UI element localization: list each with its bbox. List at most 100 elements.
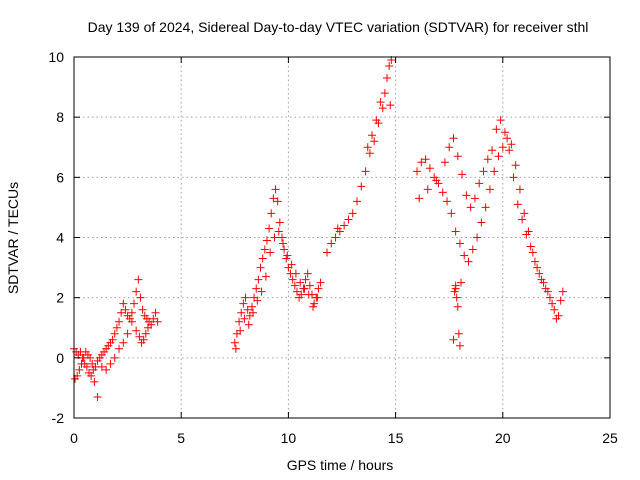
data-point (539, 278, 548, 287)
data-point (309, 302, 318, 311)
data-point (513, 200, 522, 209)
data-point (365, 149, 374, 158)
data-point (258, 254, 267, 263)
data-point (275, 218, 284, 227)
data-point (449, 335, 458, 344)
data-point (117, 308, 126, 317)
data-point (445, 143, 454, 152)
x-tick-label: 0 (70, 430, 78, 446)
data-point (552, 314, 561, 323)
data-point (507, 140, 516, 149)
y-tick-label: 0 (56, 350, 64, 366)
data-point (112, 323, 121, 332)
data-point (520, 209, 529, 218)
data-point (313, 293, 322, 302)
data-point (136, 293, 145, 302)
data-point (511, 161, 520, 170)
data-point (287, 260, 296, 269)
data-point (230, 338, 239, 347)
data-point (370, 137, 379, 146)
data-point (456, 278, 465, 287)
data-point (260, 245, 269, 254)
x-tick-label: 25 (602, 430, 618, 446)
data-point (438, 188, 447, 197)
x-axis-label: GPS time / hours (287, 457, 394, 473)
data-point (505, 146, 514, 155)
x-tick-label: 5 (177, 430, 185, 446)
data-point (494, 152, 503, 161)
data-point (301, 275, 310, 284)
data-point (297, 290, 306, 299)
data-points (70, 56, 567, 401)
data-point (483, 155, 492, 164)
data-point (453, 152, 462, 161)
data-point (443, 197, 452, 206)
data-point (492, 125, 501, 134)
data-point (138, 305, 147, 314)
data-point (363, 143, 372, 152)
data-point (528, 248, 537, 257)
data-point (490, 167, 499, 176)
y-tick-label: 4 (56, 230, 64, 246)
data-point (545, 293, 554, 302)
data-point (378, 104, 387, 113)
data-point (130, 299, 139, 308)
data-point (455, 341, 464, 350)
data-point (473, 233, 482, 242)
data-point (331, 233, 340, 242)
data-point (452, 293, 461, 302)
data-point (432, 176, 441, 185)
data-point (322, 248, 331, 257)
data-point (423, 185, 432, 194)
data-point (134, 275, 143, 284)
data-point (558, 287, 567, 296)
data-point (290, 281, 299, 290)
y-axis-label: SDTVAR / TECUs (5, 182, 21, 294)
data-point (305, 281, 314, 290)
data-point (236, 326, 245, 335)
data-point (543, 287, 552, 296)
data-point (453, 302, 462, 311)
data-point (277, 233, 286, 242)
data-point (97, 362, 106, 371)
data-point (454, 329, 463, 338)
data-point (237, 308, 246, 317)
data-point (361, 167, 370, 176)
data-point (450, 287, 459, 296)
data-point (241, 293, 250, 302)
data-point (421, 155, 430, 164)
data-point (413, 167, 422, 176)
y-tick-label: 8 (56, 109, 64, 125)
data-point (270, 233, 279, 242)
data-point (300, 284, 309, 293)
x-tick-label: 20 (495, 430, 511, 446)
data-point (383, 74, 392, 83)
data-point (262, 236, 271, 245)
data-point (386, 101, 395, 110)
data-point (110, 329, 119, 338)
data-point (247, 302, 256, 311)
data-point (257, 287, 266, 296)
data-point (267, 209, 276, 218)
grid (74, 57, 610, 418)
data-point (115, 344, 124, 353)
data-point (470, 194, 479, 203)
data-point (303, 269, 312, 278)
data-point (475, 179, 484, 188)
data-point (533, 263, 542, 272)
data-point (254, 275, 263, 284)
data-point (417, 158, 426, 167)
data-point (496, 116, 505, 125)
data-point (253, 296, 262, 305)
data-point (119, 338, 128, 347)
data-point (425, 164, 434, 173)
data-point (464, 257, 473, 266)
data-point (488, 146, 497, 155)
data-point (269, 194, 278, 203)
y-tick-label: 10 (48, 49, 64, 65)
data-point (88, 359, 97, 368)
data-point (518, 215, 527, 224)
data-point (127, 317, 136, 326)
y-tick-label: -2 (52, 410, 65, 426)
